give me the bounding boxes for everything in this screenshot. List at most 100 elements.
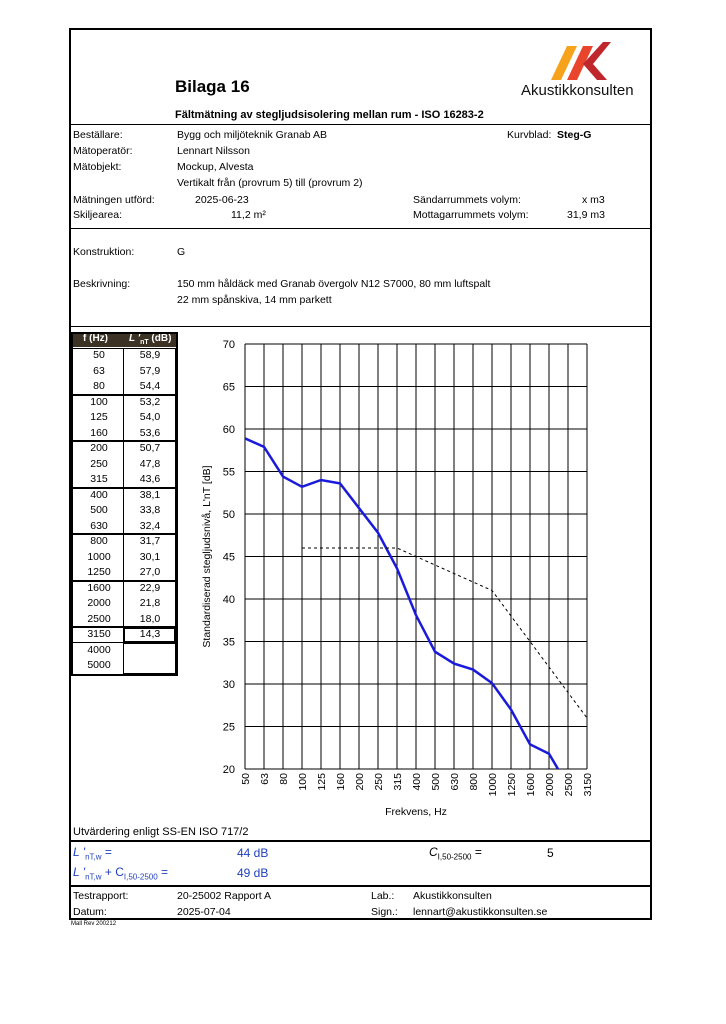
table-row-level: 18,0 [139,612,161,625]
table-row-frequency: 400 [90,488,108,501]
datum-value: 2025-06-23 [195,194,249,206]
mottagar-value: 31,9 m3 [567,209,605,221]
table-row-level: 50,7 [139,442,161,454]
x-tick-label: 250 [373,773,385,791]
sandar-value: x m3 [582,194,605,206]
x-tick-label: 1000 [487,773,499,797]
report-datum-value: 2025-07-04 [177,906,231,918]
col-frequency-header: f (Hz) [83,333,108,344]
table-row-frequency: 3150 [87,628,111,640]
y-tick-label: 65 [223,382,235,394]
testrapport-label: Testrapport: [73,890,129,902]
lab-label: Lab.: [371,890,395,902]
measured-curve-line [245,437,560,769]
y-tick-label: 55 [223,467,235,479]
table-row-level: 43,6 [139,473,161,485]
x-tick-label: 2000 [544,773,556,797]
x-tick-label: 100 [297,773,309,791]
y-tick-label: 35 [223,637,235,649]
x-tick-label: 125 [316,773,328,791]
x-tick-label: 630 [449,773,461,791]
x-tick-label: 500 [430,773,442,791]
report-datum-label: Datum: [73,906,107,918]
table-row-frequency: 5000 [87,659,111,671]
table-outer-border [71,332,178,676]
x-axis-label: Frekvens, Hz [385,806,447,818]
table-row-frequency: 160 [90,426,108,439]
x-tick-label: 1600 [525,773,537,797]
table-row-frequency: 200 [90,442,108,454]
sign-label: Sign.: [371,906,398,918]
table-header: f (Hz) L 'nT (dB) [71,332,178,347]
matoperator-value: Lennart Nilsson [177,145,250,157]
y-tick-label: 30 [223,679,235,691]
table-row-frequency: 800 [90,535,108,547]
x-tick-label: 3150 [582,773,594,797]
x-tick-label: 800 [468,773,480,791]
table-row-frequency: 500 [90,504,108,516]
kurvblad-value: Steg-G [557,129,592,141]
table-row-level: 53,2 [139,395,161,408]
beskrivning-label: Beskrivning: [73,278,131,290]
konstruktion-label: Konstruktion: [73,246,135,258]
table-row-level: 31,7 [139,535,161,547]
y-tick-label: 70 [223,339,235,351]
matoperator-label: Mätoperatör: [73,145,133,157]
lw-value: 44 dB [237,846,269,860]
x-tick-label: 80 [278,773,290,785]
y-tick-label: 25 [223,722,235,734]
impact-sound-chart: 20 25 30 35 40 45 50 55 60 65 70 50 63 80 100 125 160 200… [201,339,594,818]
sign-value: lennart@akustikkonsulten.se [413,906,548,918]
y-tick-label: 40 [223,594,235,606]
table-row-level: 38,1 [139,488,161,501]
company-logo: Akustikkonsulten [519,38,649,100]
ci-label: CI,50-2500 = [429,845,482,862]
reference-curve-line [302,547,587,719]
konstruktion-value: G [177,246,186,258]
x-tick-label: 2500 [563,773,575,797]
table-row-level: 33,8 [139,504,161,516]
table-row-frequency: 2000 [87,597,111,609]
mottagar-label: Mottagarrummets volym: [413,209,529,221]
x-tick-label: 315 [392,773,404,791]
table-row-frequency: 80 [93,380,105,392]
datum-label: Mätningen utförd: [73,194,155,206]
table-row-frequency: 315 [90,473,108,485]
x-tick-label: 50 [240,773,252,785]
lab-value: Akustikkonsulten [413,890,492,902]
sum-value: 49 dB [237,866,269,880]
x-tick-label: 63 [259,773,271,785]
table-group-box [123,627,176,643]
table-row-level: 30,1 [139,550,161,563]
table-row-frequency: 2500 [87,612,111,625]
evaluation-method: Utvärdering enligt SS-EN ISO 717/2 [73,826,249,838]
page-subtitle: Fältmätning av stegljudsisolering mellan… [175,109,484,121]
table-row-frequency: 4000 [87,643,111,656]
bestallare-value: Bygg och miljöteknik Granab AB [177,129,327,141]
table-row-frequency: 1000 [87,550,111,563]
measurement-table: f (Hz) L 'nT (dB) 50 58,9 63 57,9 80 54,4 100 5… [71,332,178,684]
template-revision: Mall Rev 200212 [71,921,117,927]
table-row-level: 53,6 [139,426,161,439]
table-row-level: 57,9 [139,364,161,377]
kurvblad-label: Kurvblad: [507,129,552,141]
table-row-level: 22,9 [139,581,161,594]
table-row-level: 14,3 [139,628,161,640]
table-row-level: 54,0 [139,411,161,423]
x-tick-label: 400 [411,773,423,791]
bestallare-label: Beställare: [73,129,123,141]
table-row-frequency: 63 [93,364,105,377]
table-row-level: 58,9 [139,349,161,361]
logo-mark-icon [551,42,611,80]
x-tick-label: 200 [354,773,366,791]
x-tick-label: 1250 [506,773,518,797]
table-row-frequency: 250 [90,457,108,470]
beskrivning-line2: 22 mm spånskiva, 14 mm parkett [177,294,332,306]
page-title: Bilaga 16 [175,77,250,96]
x-tick-label: 160 [335,773,347,791]
col-level-header: L 'nT (dB) [129,333,172,346]
table-row-frequency: 1250 [87,566,111,578]
y-tick-label: 45 [223,552,235,564]
table-row-level: 54,4 [139,380,161,392]
skiljearea-label: Skiljearea: [73,209,123,221]
